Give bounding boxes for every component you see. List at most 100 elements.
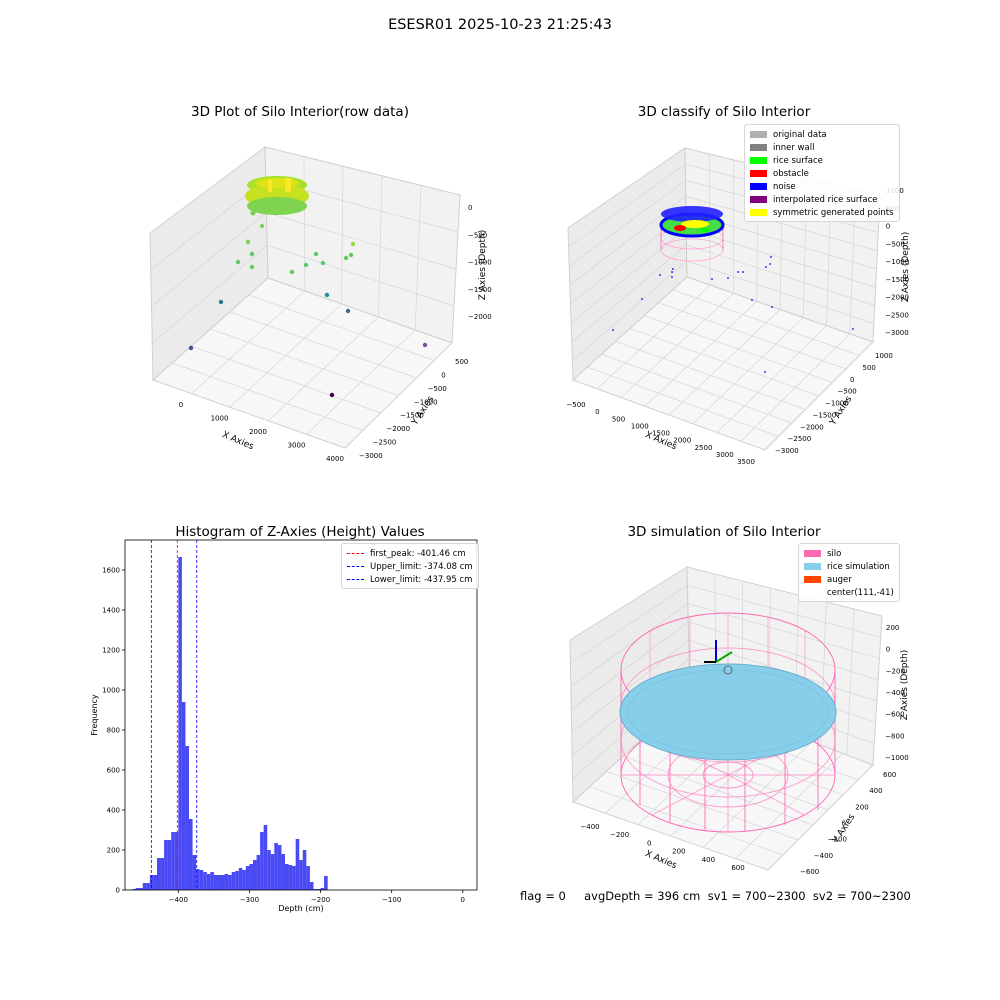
- histogram-bar: [267, 850, 271, 890]
- histogram-bar: [142, 883, 147, 890]
- histogram-bar: [302, 850, 307, 890]
- scatter-point: [245, 239, 251, 245]
- legend-item: center(111,-41): [804, 586, 894, 599]
- histogram-bar: [313, 889, 317, 890]
- y-tick-label: 1000: [102, 687, 120, 695]
- grid-line: [569, 179, 686, 267]
- panel1-x-tick-label: 3000: [288, 442, 306, 450]
- histogram-bar: [238, 868, 243, 890]
- panel1-z-tick-label: 0: [468, 204, 472, 212]
- panel4-z-ticks: 200 0 −200 −400 −600 −800 −1000: [885, 624, 909, 762]
- histogram-bar: [153, 875, 157, 890]
- panel1-z-tick-label: −1000: [468, 259, 492, 267]
- panel2-title: 3D classify of Silo Interior: [637, 104, 811, 120]
- panel4-x-tick-label: 0: [647, 839, 651, 847]
- panel2-y-tick-label: −2000: [800, 423, 824, 431]
- grid-line: [686, 228, 876, 288]
- histogram-bar: [281, 854, 285, 890]
- panel3-histogram: −400 −300 −200 −100 0 0 200 400 600 800 1000 1200 1…: [90, 539, 478, 913]
- grid-line: [151, 212, 267, 307]
- legend-swatch: [804, 563, 821, 570]
- y-tick-label: 400: [107, 807, 120, 815]
- legend-label: inner wall: [773, 142, 815, 153]
- panel2-y-tick-label: −1500: [813, 411, 837, 419]
- histogram-xlabel: Depth (cm): [278, 904, 323, 913]
- panel1-x-tick-label: 4000: [326, 455, 344, 463]
- panel2-y-tick-label: −3000: [775, 447, 799, 455]
- histogram-bar: [174, 832, 179, 890]
- grid-line: [629, 328, 820, 397]
- grid-line: [688, 621, 879, 681]
- legend-item: Lower_limit: -437.95 cm: [347, 573, 473, 586]
- panel2-z-tick-label: −1000: [886, 258, 910, 266]
- grid-line: [267, 244, 455, 307]
- legend-line-swatch: [347, 553, 364, 554]
- panel2-x-tick-label: 1500: [652, 430, 670, 438]
- legend-label: rice surface: [773, 155, 823, 166]
- panel2-z-tick-label: −2000: [885, 294, 909, 302]
- grid-line: [589, 786, 784, 856]
- panel2-x-tick-label: 2500: [695, 444, 713, 452]
- scatter-point: [345, 308, 351, 314]
- panel4-z-tick-label: 0: [886, 646, 890, 654]
- panel4-z-tick-label: −600: [885, 711, 904, 719]
- scatter-point: [289, 269, 295, 275]
- grid-line: [735, 753, 843, 859]
- histogram-bar: [164, 840, 168, 890]
- grid-line: [571, 639, 689, 733]
- grid-line: [572, 260, 687, 362]
- legend-line-swatch: [347, 566, 364, 567]
- grid-line: [571, 244, 687, 343]
- panel1-z-tick-label: −1500: [468, 286, 492, 294]
- histogram-bar: [135, 888, 140, 890]
- panel2-z-tick-label: −500: [886, 240, 905, 248]
- panel2-x-tick-label: 3000: [716, 451, 734, 459]
- panel1-title: 3D Plot of Silo Interior(row data): [191, 104, 409, 120]
- panel1-y-ticks: 500 0 −500 −1000 −1500 −2000 −2500 −3000: [359, 358, 468, 460]
- panel4-z-tick-label: −1000: [885, 754, 909, 762]
- panel2-y-tick-label: 0: [850, 376, 854, 384]
- histogram-bar: [249, 864, 253, 890]
- histogram-x-ticks: −400 −300 −200 −100 0: [169, 890, 465, 904]
- histogram-bar: [309, 882, 314, 890]
- panel4-y-tick-label: 200: [855, 803, 868, 811]
- legend-label: first_peak: -401.46 cm: [370, 548, 466, 559]
- panel1-y-tick-label: −3000: [359, 452, 383, 460]
- panel4-y-tick-label: −600: [800, 868, 819, 876]
- legend-item: rice surface: [750, 154, 894, 167]
- panel4-y-tick-label: 0: [842, 820, 846, 828]
- grid-line: [210, 328, 399, 396]
- histogram-bar: [317, 889, 321, 890]
- legend-swatch: [750, 144, 767, 151]
- histogram-bar: [256, 855, 261, 890]
- legend-label: original data: [773, 129, 827, 140]
- auger-axes: [704, 640, 733, 663]
- noise-point: [612, 329, 614, 331]
- grid-line: [846, 608, 855, 756]
- histogram-bar: [295, 839, 300, 890]
- scatter-point: [320, 260, 326, 266]
- histogram-bar: [178, 557, 182, 890]
- panel4-y-tick-label: −200: [828, 836, 847, 844]
- histogram-bar: [299, 860, 303, 890]
- legend-item: noise: [750, 180, 894, 193]
- grid-line: [568, 163, 686, 248]
- panel3-legend: first_peak: -401.46 cm Upper_limit: -374.…: [341, 543, 479, 589]
- noise-point: [659, 274, 661, 276]
- rice-simulation-surface: [619, 663, 837, 761]
- grid-line: [601, 353, 793, 424]
- histogram-bar: [224, 874, 229, 890]
- panel2-x-tick-label: 500: [612, 415, 625, 423]
- panel2-y-tick-label: 1000: [875, 352, 893, 360]
- panel2-y-ticks: 1000 500 0 −500 −1000 −1500 −2000 −2500 −3000: [775, 352, 893, 455]
- grid-line: [152, 244, 268, 344]
- panel2-z-tick-label: −1500: [885, 276, 909, 284]
- panel2-x-tick-label: 1000: [631, 422, 649, 430]
- panel4-z-tick-label: −800: [885, 732, 904, 740]
- panel4-legend: silo rice simulation auger center(111,-41): [798, 543, 900, 602]
- grid-line: [658, 302, 847, 370]
- legend-label: noise: [773, 181, 796, 192]
- legend-item: auger: [804, 573, 894, 586]
- panel4-title: 3D simulation of Silo Interior: [627, 524, 821, 540]
- y-tick-label: 200: [107, 847, 120, 855]
